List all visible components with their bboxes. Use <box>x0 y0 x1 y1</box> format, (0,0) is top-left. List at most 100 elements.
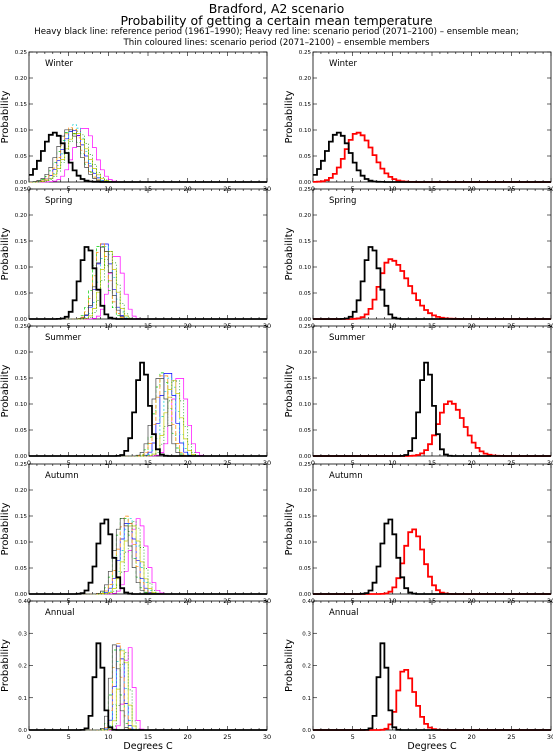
x-tick-label: 25 <box>223 459 231 467</box>
y-tick-label: 0.00 <box>299 317 312 323</box>
y-axis-label: Probability <box>0 639 11 692</box>
figure-title-line2: Probability of getting a certain mean te… <box>120 13 433 28</box>
x-tick-label: 0 <box>27 733 31 741</box>
season-label: Summer <box>329 333 366 343</box>
y-tick-label: 0.0 <box>18 728 27 734</box>
panel-autumn-mean: 0 5 10 15 20 25 30 0.00 0.05 0.10 0.15 0.20 0.25 Prob… <box>284 462 553 605</box>
y-tick-label: 0.15 <box>15 514 28 520</box>
ensemble-member-line <box>29 642 267 731</box>
season-label: Autumn <box>45 471 79 481</box>
y-tick-label: 0.20 <box>15 488 28 494</box>
season-label: Spring <box>45 196 72 206</box>
x-tick-label: 0 <box>311 459 315 467</box>
y-tick-label: 0.05 <box>15 154 28 160</box>
y-axis-label: Probability <box>284 502 295 555</box>
ensemble-member-line <box>29 246 267 320</box>
y-tick-label: 0.20 <box>299 213 312 219</box>
x-tick-label: 20 <box>468 459 476 467</box>
y-tick-label: 0.25 <box>15 462 28 468</box>
plot-frame <box>312 188 552 320</box>
y-tick-label: 0.00 <box>299 592 312 598</box>
ensemble-member-line <box>29 645 267 731</box>
figure-title-line1: Bradford, A2 scenario <box>208 1 345 16</box>
y-tick-label: 0.3 <box>18 631 27 637</box>
y-tick-label: 0.20 <box>299 350 312 356</box>
x-tick-label: 20 <box>184 459 192 467</box>
y-tick-label: 0.25 <box>15 50 28 56</box>
ensemble-member-line <box>29 251 267 320</box>
y-tick-label: 0.00 <box>15 592 28 598</box>
panel-spring-mean: 0510152025300.000.050.100.150.200.25Prob… <box>284 187 553 330</box>
x-tick-label: 25 <box>223 733 231 741</box>
ensemble-member-line <box>29 651 267 731</box>
x-tick-label: 20 <box>184 733 192 741</box>
y-tick-label: 0.2 <box>302 664 311 670</box>
y-tick-label: 0.20 <box>299 488 312 494</box>
ensemble-member-line <box>29 251 267 320</box>
y-tick-label: 0.05 <box>299 291 312 297</box>
y-tick-label: 0.25 <box>299 462 312 468</box>
season-label: Winter <box>45 59 74 69</box>
y-axis-label: Probability <box>0 364 11 417</box>
y-tick-label: 0.10 <box>15 540 28 546</box>
reference-period-line <box>29 361 267 457</box>
ensemble-mean-line <box>313 131 551 183</box>
season-label: Annual <box>329 608 359 618</box>
y-tick-label: 0.4 <box>18 599 27 605</box>
ensemble-member-line <box>29 648 267 731</box>
panel-spring-members: 0510152025300.000.050.100.150.200.25Prob… <box>0 187 271 330</box>
y-tick-label: 0.3 <box>302 631 311 637</box>
ensemble-mean-line <box>313 528 551 595</box>
y-tick-label: 0.05 <box>299 428 312 434</box>
y-tick-label: 0.20 <box>15 350 28 356</box>
y-tick-label: 0.15 <box>299 376 312 382</box>
y-axis-label: Probability <box>284 364 295 417</box>
ensemble-member-line <box>29 245 267 320</box>
x-tick-label: 30 <box>547 733 553 741</box>
panel-autumn-members: 0 5 10 15 20 25 30 0.00 0.05 0.10 0.15 0.20 0.25 Prob… <box>0 462 271 605</box>
plot-frame <box>28 188 268 320</box>
plot-frame <box>312 600 552 731</box>
season-label: Winter <box>329 59 358 69</box>
ensemble-mean-line <box>313 258 551 320</box>
x-tick-label: 10 <box>388 459 396 467</box>
y-tick-label: 0.20 <box>15 76 28 82</box>
x-tick-label: 5 <box>351 459 355 467</box>
ensemble-member-line <box>29 647 267 731</box>
reference-period-line <box>313 518 551 595</box>
y-tick-label: 0.15 <box>299 102 312 108</box>
x-tick-label: 15 <box>428 733 436 741</box>
y-tick-label: 0.25 <box>299 324 312 330</box>
y-tick-label: 0.00 <box>299 454 312 460</box>
y-tick-label: 0.00 <box>15 317 28 323</box>
x-tick-label: 20 <box>468 733 476 741</box>
y-tick-label: 0.2 <box>18 664 27 670</box>
y-tick-label: 0.0 <box>302 728 311 734</box>
reference-period-line <box>313 642 551 731</box>
reference-period-line <box>29 131 267 183</box>
y-axis-label: Probability <box>284 639 295 692</box>
y-tick-label: 0.25 <box>299 50 312 56</box>
plot-frame <box>28 463 268 595</box>
y-tick-label: 0.10 <box>15 265 28 271</box>
reference-period-line <box>313 361 551 457</box>
reference-period-line <box>29 642 267 731</box>
y-tick-label: 0.00 <box>299 180 312 186</box>
x-tick-label: 5 <box>67 459 71 467</box>
y-tick-label: 0.00 <box>15 180 28 186</box>
reference-period-line <box>313 131 551 183</box>
x-tick-label: 30 <box>263 733 271 741</box>
y-tick-label: 0.4 <box>302 599 311 605</box>
season-label: Summer <box>45 333 82 343</box>
y-axis-label: Probability <box>0 502 11 555</box>
y-axis-label: Probability <box>284 90 295 143</box>
y-tick-label: 0.05 <box>15 566 28 572</box>
y-axis-label: Probability <box>284 227 295 280</box>
y-tick-label: 0.10 <box>299 128 312 134</box>
season-label: Annual <box>45 608 75 618</box>
ensemble-member-line <box>29 644 267 731</box>
y-tick-label: 0.15 <box>299 514 312 520</box>
x-tick-label: 25 <box>507 733 515 741</box>
y-tick-label: 0.10 <box>299 265 312 271</box>
x-tick-label: 15 <box>144 733 152 741</box>
